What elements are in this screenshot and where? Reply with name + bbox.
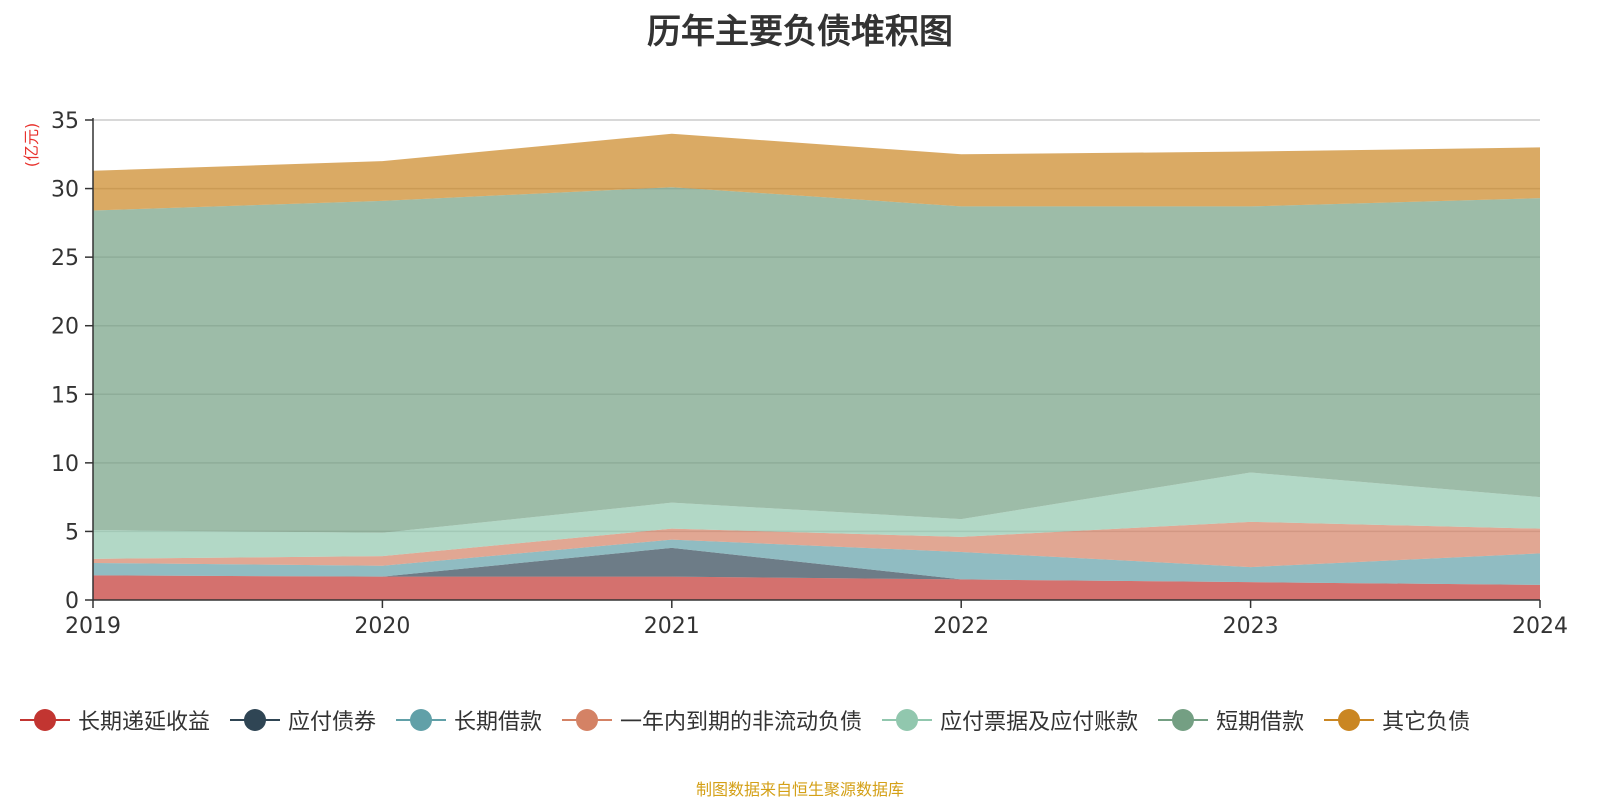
legend-label: 一年内到期的非流动负债 <box>620 710 863 735</box>
y-tick-label-20: 20 <box>51 315 79 340</box>
legend-label: 其它负债 <box>1382 710 1471 735</box>
area-series-1 <box>93 547 1540 585</box>
y-tick-label-35: 35 <box>51 109 79 134</box>
x-tick-label-2022: 2022 <box>933 614 989 639</box>
x-tick-label-2023: 2023 <box>1223 614 1279 639</box>
y-tick-label-10: 10 <box>51 452 79 477</box>
legend-marker-icon <box>562 706 613 734</box>
legend-label: 长期递延收益 <box>78 710 211 735</box>
legend-item-4[interactable]: 应付票据及应付账款 <box>882 704 1138 736</box>
legend-label: 应付票据及应付账款 <box>940 710 1139 735</box>
y-tick-label-30: 30 <box>51 178 79 203</box>
legend-marker-icon <box>1158 706 1209 734</box>
source-note: 制图数据来自恒生聚源数据库 <box>695 780 904 799</box>
area-series-2 <box>93 539 1540 585</box>
legend-item-1[interactable]: 应付债券 <box>230 704 376 736</box>
area-series-4 <box>93 472 1540 559</box>
axes: 0 5 10 15 20 25 30 35 2019 2020 2021 2022 2023 2024 <box>51 109 1568 639</box>
y-tick-label-15: 15 <box>51 383 79 408</box>
y-tick-label-25: 25 <box>51 246 79 271</box>
legend-marker-icon <box>20 706 70 734</box>
legend-item-2[interactable]: 长期借款 <box>396 704 542 736</box>
legend-marker-icon <box>396 706 447 734</box>
x-tick-label-2024: 2024 <box>1512 614 1568 639</box>
area-series-5 <box>93 187 1540 533</box>
area-series-3 <box>93 521 1540 568</box>
y-axis-unit-label: (亿元) <box>22 123 41 168</box>
x-tick-label-2020: 2020 <box>354 614 410 639</box>
legend-label: 短期借款 <box>1216 710 1305 735</box>
legend-label: 长期借款 <box>454 710 543 735</box>
x-tick-label-2019: 2019 <box>65 614 121 639</box>
legend-item-6[interactable]: 其它负债 <box>1324 704 1470 736</box>
x-tick-label-2021: 2021 <box>644 614 700 639</box>
legend-item-3[interactable]: 一年内到期的非流动负债 <box>562 704 862 736</box>
legend-marker-icon <box>230 706 281 734</box>
stacked-areas <box>93 133 1540 600</box>
area-series-6 <box>93 133 1540 211</box>
legend-marker-icon <box>882 706 933 734</box>
y-tick-label-0: 0 <box>65 589 79 614</box>
chart-legend: 长期递延收益 应付债券 长期借款 一年内到期的非流动负债 应付票据及应付账款 短期借款 其它… <box>20 704 1600 736</box>
y-tick-label-5: 5 <box>65 520 79 545</box>
legend-item-0[interactable]: 长期递延收益 <box>20 704 210 736</box>
area-series-0 <box>93 575 1540 600</box>
legend-item-5[interactable]: 短期借款 <box>1158 704 1304 736</box>
chart-title: 历年主要负债堆积图 <box>647 12 953 52</box>
legend-marker-icon <box>1324 706 1375 734</box>
legend-label: 应付债券 <box>288 710 377 735</box>
